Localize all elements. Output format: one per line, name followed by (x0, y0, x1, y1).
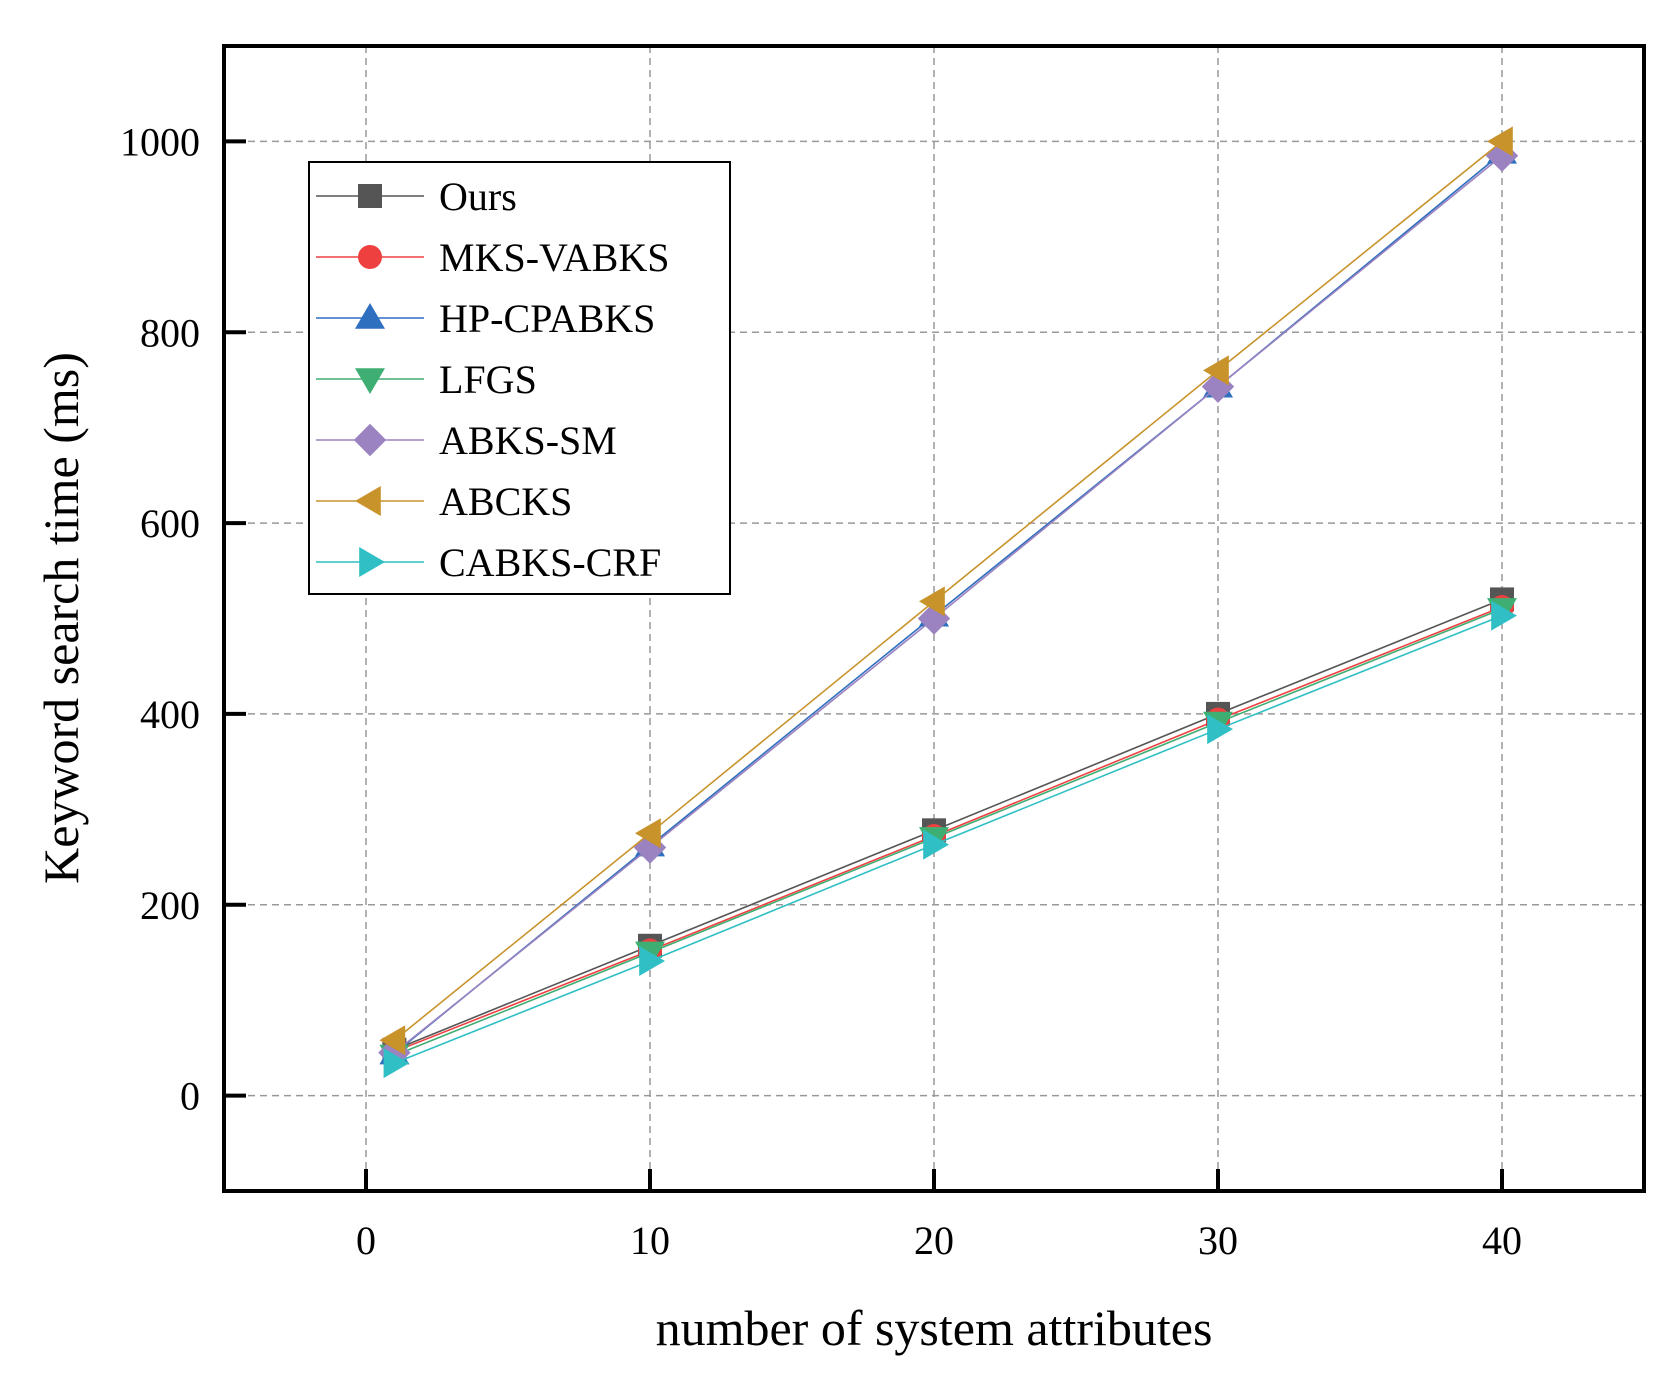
data-point-marker (919, 586, 945, 617)
data-point-marker (923, 829, 949, 860)
y-tick-label: 400 (140, 692, 200, 737)
grid-lines (224, 46, 1644, 1191)
x-tick-label: 30 (1198, 1218, 1238, 1263)
y-tick-label: 0 (180, 1074, 200, 1119)
legend-marker (353, 423, 387, 457)
legend-marker (355, 303, 385, 329)
legend-marker (358, 245, 382, 269)
data-point-marker (1487, 126, 1513, 157)
series-layer (378, 126, 1519, 1079)
legend-item: Ours (316, 174, 517, 219)
legend-label: MKS-VABKS (439, 235, 669, 280)
legend-label: ABKS-SM (439, 418, 617, 463)
y-tick-label: 200 (140, 883, 200, 928)
legend-marker (359, 547, 385, 577)
y-axis-title: Keyword search time (ms) (33, 352, 89, 884)
y-axis: 0 200 400 600 800 1000 (120, 119, 246, 1119)
legend-label: HP-CPABKS (439, 296, 655, 341)
series-6 (383, 600, 1517, 1079)
legend-marker (355, 486, 381, 516)
data-point-marker (379, 1025, 406, 1056)
data-point-marker (639, 946, 665, 977)
y-tick-label: 1000 (120, 119, 200, 164)
x-tick-label: 40 (1482, 1218, 1522, 1263)
legend-item: HP-CPABKS (316, 296, 655, 341)
x-tick-label: 20 (914, 1218, 954, 1263)
legend-item: LFGS (316, 357, 537, 402)
legend: Ours MKS-VABKS HP-CPABKS LFGS ABKS-SM ABCKS… (308, 161, 731, 595)
data-point-marker (635, 818, 661, 849)
data-point-marker (1207, 714, 1233, 745)
data-point-marker (1203, 355, 1229, 386)
legend-item: MKS-VABKS (316, 235, 669, 280)
y-tick-label: 600 (140, 501, 200, 546)
legend-label: CABKS-CRF (439, 540, 661, 585)
x-tick-label: 10 (630, 1218, 670, 1263)
x-axis: 0 10 20 30 40 (356, 1169, 1522, 1263)
data-point-marker (383, 1048, 410, 1079)
x-tick-label: 0 (356, 1218, 376, 1263)
y-tick-label: 800 (140, 310, 200, 355)
legend-label: LFGS (439, 357, 537, 402)
legend-marker (358, 184, 382, 208)
legend-item: ABKS-SM (316, 418, 617, 463)
legend-item: ABCKS (316, 479, 572, 524)
legend-item: CABKS-CRF (316, 540, 661, 585)
series-5 (379, 126, 1513, 1056)
data-point-marker (1491, 600, 1517, 631)
legend-label: Ours (439, 174, 517, 219)
legend-marker (355, 368, 385, 394)
x-axis-title: number of system attributes (656, 1300, 1213, 1356)
legend-label: ABCKS (439, 479, 572, 524)
